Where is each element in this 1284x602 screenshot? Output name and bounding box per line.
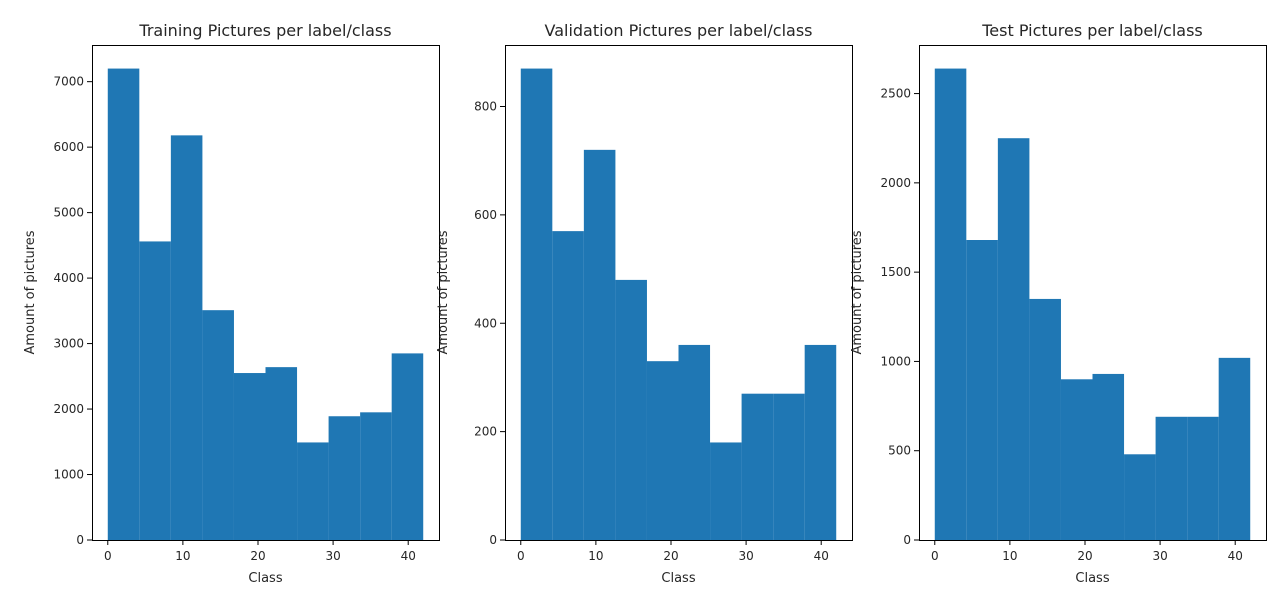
test-y-axis-label: Amount of pictures bbox=[850, 230, 865, 354]
validation-bar-2 bbox=[583, 149, 616, 540]
test-x-tick-label-0: 0 bbox=[931, 549, 939, 563]
test-bar-1 bbox=[966, 240, 998, 540]
test-bar-3 bbox=[1029, 298, 1061, 540]
training-bar-1 bbox=[139, 241, 171, 540]
training-x-tick-label-2: 20 bbox=[250, 549, 265, 563]
validation-y-tick-label-3: 600 bbox=[474, 208, 497, 222]
validation-x-tick-label-0: 0 bbox=[517, 549, 525, 563]
training-x-tick-label-1: 10 bbox=[175, 549, 190, 563]
validation-x-tick-label-1: 10 bbox=[588, 549, 603, 563]
validation-chart-title: Validation Pictures per label/class bbox=[544, 21, 812, 40]
training-y-tick-label-2: 2000 bbox=[53, 402, 84, 416]
validation-x-axis-label: Class bbox=[661, 571, 695, 586]
training-x-axis-label: Class bbox=[248, 571, 282, 586]
test-bar-2 bbox=[997, 138, 1030, 540]
test-y-tick-label-5: 2500 bbox=[880, 87, 911, 101]
training-y-tick-label-7: 7000 bbox=[53, 75, 84, 89]
test-chart-title: Test Pictures per label/class bbox=[981, 21, 1203, 40]
validation-x-tick-label-3: 30 bbox=[738, 549, 753, 563]
training-bar-2 bbox=[170, 135, 203, 541]
training-bar-4 bbox=[233, 373, 266, 540]
training-y-tick-label-3: 3000 bbox=[53, 337, 84, 351]
training-axes-frame bbox=[92, 45, 440, 541]
test-y-tick-label-4: 2000 bbox=[880, 176, 911, 190]
training-y-tick-label-5: 5000 bbox=[53, 206, 84, 220]
test-y-tick-label-1: 500 bbox=[888, 444, 911, 458]
test-axes-frame bbox=[919, 45, 1267, 541]
validation-x-tick-label-4: 40 bbox=[814, 549, 829, 563]
test-bar-6 bbox=[1124, 454, 1156, 540]
validation-bar-4 bbox=[646, 361, 679, 540]
test-x-tick-label-2: 20 bbox=[1077, 549, 1092, 563]
test-y-tick-label-0: 0 bbox=[903, 533, 911, 547]
validation-y-axis-label: Amount of pictures bbox=[436, 230, 451, 354]
training-chart-title: Training Pictures per label/class bbox=[138, 21, 391, 40]
test-bar-8 bbox=[1187, 416, 1219, 540]
validation-bar-7 bbox=[741, 393, 774, 540]
validation-y-tick-label-1: 200 bbox=[474, 425, 497, 439]
training-bar-9 bbox=[391, 353, 424, 540]
training-bar-5 bbox=[265, 367, 298, 540]
validation-bar-6 bbox=[710, 442, 742, 540]
training-bar-3 bbox=[202, 310, 234, 540]
validation-bar-9 bbox=[804, 344, 837, 540]
training-x-tick-label-3: 30 bbox=[325, 549, 340, 563]
training-y-axis-label: Amount of pictures bbox=[23, 230, 38, 354]
validation-y-tick-label-0: 0 bbox=[489, 533, 497, 547]
validation-bar-0 bbox=[520, 68, 553, 540]
training-x-tick-label-0: 0 bbox=[104, 549, 112, 563]
validation-x-tick-label-2: 20 bbox=[663, 549, 678, 563]
test-bar-5 bbox=[1092, 373, 1125, 540]
training-bar-7 bbox=[328, 416, 361, 540]
validation-axes-frame bbox=[505, 45, 853, 541]
test-y-tick-label-2: 1000 bbox=[880, 354, 911, 368]
test-bar-0 bbox=[934, 68, 967, 540]
training-x-tick-label-4: 40 bbox=[401, 549, 416, 563]
test-bar-7 bbox=[1155, 416, 1188, 540]
training-y-tick-label-6: 6000 bbox=[53, 140, 84, 154]
test-x-tick-label-1: 10 bbox=[1002, 549, 1017, 563]
validation-y-tick-label-4: 800 bbox=[474, 100, 497, 114]
validation-y-tick-label-2: 400 bbox=[474, 316, 497, 330]
training-y-tick-label-1: 1000 bbox=[53, 468, 84, 482]
test-bar-9 bbox=[1218, 357, 1251, 540]
training-y-tick-label-0: 0 bbox=[76, 533, 84, 547]
test-y-tick-label-3: 1500 bbox=[880, 265, 911, 279]
training-bar-8 bbox=[360, 412, 392, 540]
training-y-tick-label-4: 4000 bbox=[53, 271, 84, 285]
test-x-tick-label-3: 30 bbox=[1152, 549, 1167, 563]
validation-bar-8 bbox=[773, 393, 805, 540]
validation-bar-3 bbox=[615, 279, 647, 540]
test-x-tick-label-4: 40 bbox=[1228, 549, 1243, 563]
test-x-axis-label: Class bbox=[1075, 571, 1109, 586]
training-bar-6 bbox=[297, 442, 329, 540]
validation-bar-5 bbox=[678, 344, 711, 540]
training-bar-0 bbox=[107, 68, 140, 540]
test-chart-panel: 0 10 20 30 40 0 500 1000 1500 2000 2500 Test Pictur… bbox=[850, 21, 1267, 586]
training-chart-panel: 0 10 20 30 40 0 1000 2000 3000 4000 5000 6000 7000 Tr… bbox=[23, 21, 440, 586]
validation-bar-1 bbox=[552, 231, 584, 540]
test-bar-4 bbox=[1060, 379, 1093, 540]
